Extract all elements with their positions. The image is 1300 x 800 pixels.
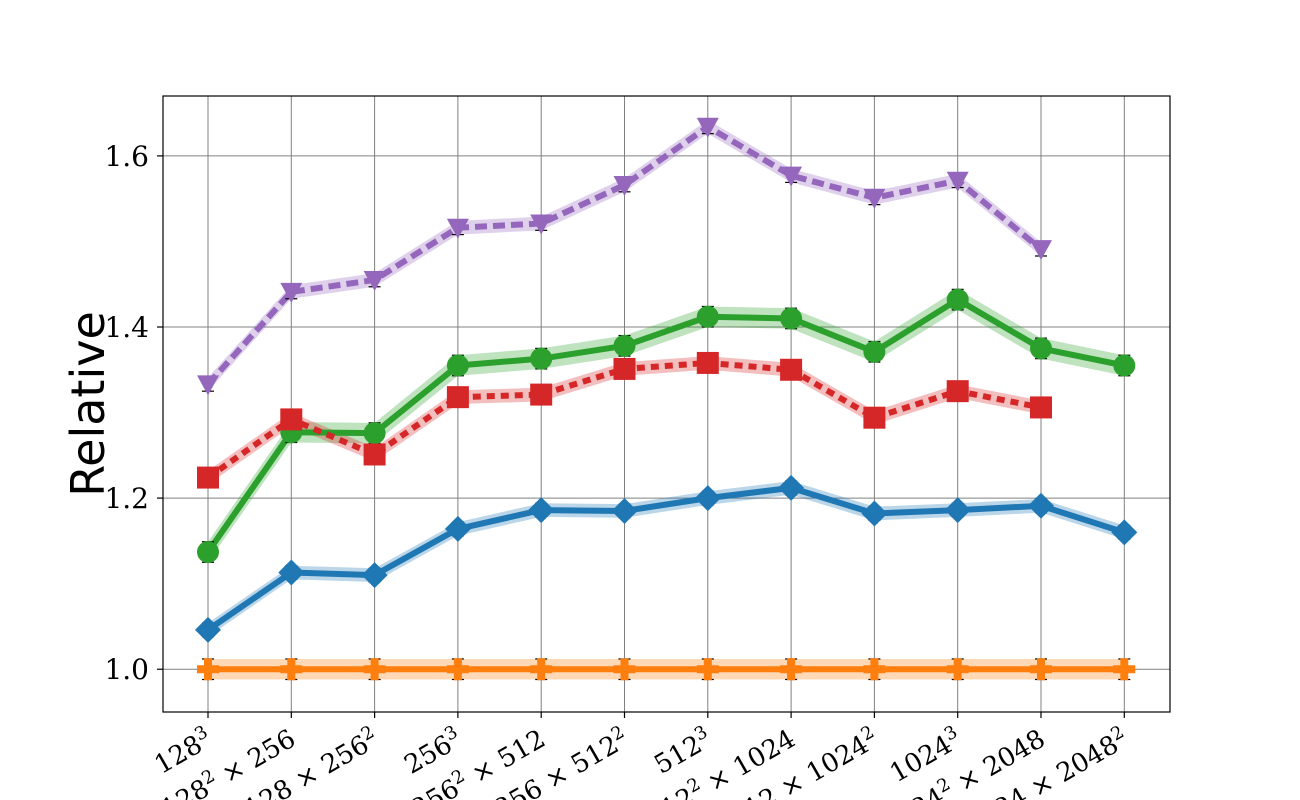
data-point (446, 658, 469, 681)
data-point (444, 515, 471, 542)
data-point (446, 386, 469, 409)
data-point (530, 347, 553, 370)
data-point (1030, 240, 1052, 261)
data-point (944, 497, 971, 524)
data-point (611, 497, 638, 524)
data-point (197, 658, 219, 681)
data-point (613, 175, 636, 196)
series-line (205, 123, 1043, 387)
y-tick-label: 1.2 (104, 482, 149, 515)
data-point (197, 541, 219, 564)
data-point (363, 422, 386, 445)
data-point (1111, 519, 1138, 546)
data-point (363, 658, 386, 681)
grid-lines (163, 96, 1170, 712)
data-point (446, 218, 469, 239)
data-point (197, 375, 219, 396)
data-point (446, 354, 469, 377)
series-line (205, 296, 1125, 554)
plot-frame (162, 95, 1171, 713)
data-point (863, 340, 886, 363)
series-line (206, 484, 1126, 633)
data-point (363, 270, 386, 291)
series-band (208, 289, 1125, 563)
y-tick-label: 1.0 (104, 653, 149, 686)
data-point (863, 658, 886, 681)
data-point (1028, 492, 1054, 519)
data-point (780, 307, 803, 330)
data-point (696, 658, 719, 681)
data-point (530, 383, 553, 406)
data-point (863, 188, 886, 209)
data-point (1030, 396, 1052, 419)
data-point (1030, 337, 1052, 360)
data-point (363, 443, 386, 466)
data-point (696, 351, 719, 374)
data-point (528, 497, 555, 524)
data-point (696, 117, 719, 138)
data-point (863, 406, 886, 429)
y-tick-label: 1.4 (104, 311, 149, 344)
series-markers (195, 117, 1138, 681)
data-point (694, 485, 721, 512)
data-point (530, 658, 553, 681)
data-point (280, 282, 303, 303)
y-axis-ticks: 1.0 1.2 1.4 1.6 (104, 140, 163, 686)
data-point (946, 288, 969, 311)
series-band (208, 356, 1041, 485)
data-point (780, 166, 803, 187)
data-point (197, 466, 219, 489)
data-point (780, 658, 803, 681)
data-point (946, 658, 969, 681)
data-point (696, 305, 719, 328)
data-point (1030, 658, 1052, 681)
data-point (613, 357, 636, 380)
data-point (613, 334, 636, 357)
series-lines (205, 123, 1126, 673)
y-axis-label: Relative (61, 311, 115, 497)
y-tick-label: 1.6 (104, 140, 149, 173)
data-point (946, 380, 969, 403)
data-point (778, 474, 805, 501)
data-point (195, 616, 221, 643)
data-point (280, 658, 303, 681)
data-point (530, 214, 553, 235)
data-point (861, 500, 888, 527)
data-point (613, 658, 636, 681)
data-point (780, 358, 803, 381)
data-point (280, 408, 303, 431)
data-point (278, 559, 305, 586)
data-point (361, 562, 388, 589)
data-point (946, 171, 969, 192)
data-point (1113, 354, 1136, 377)
data-point (1113, 658, 1136, 681)
